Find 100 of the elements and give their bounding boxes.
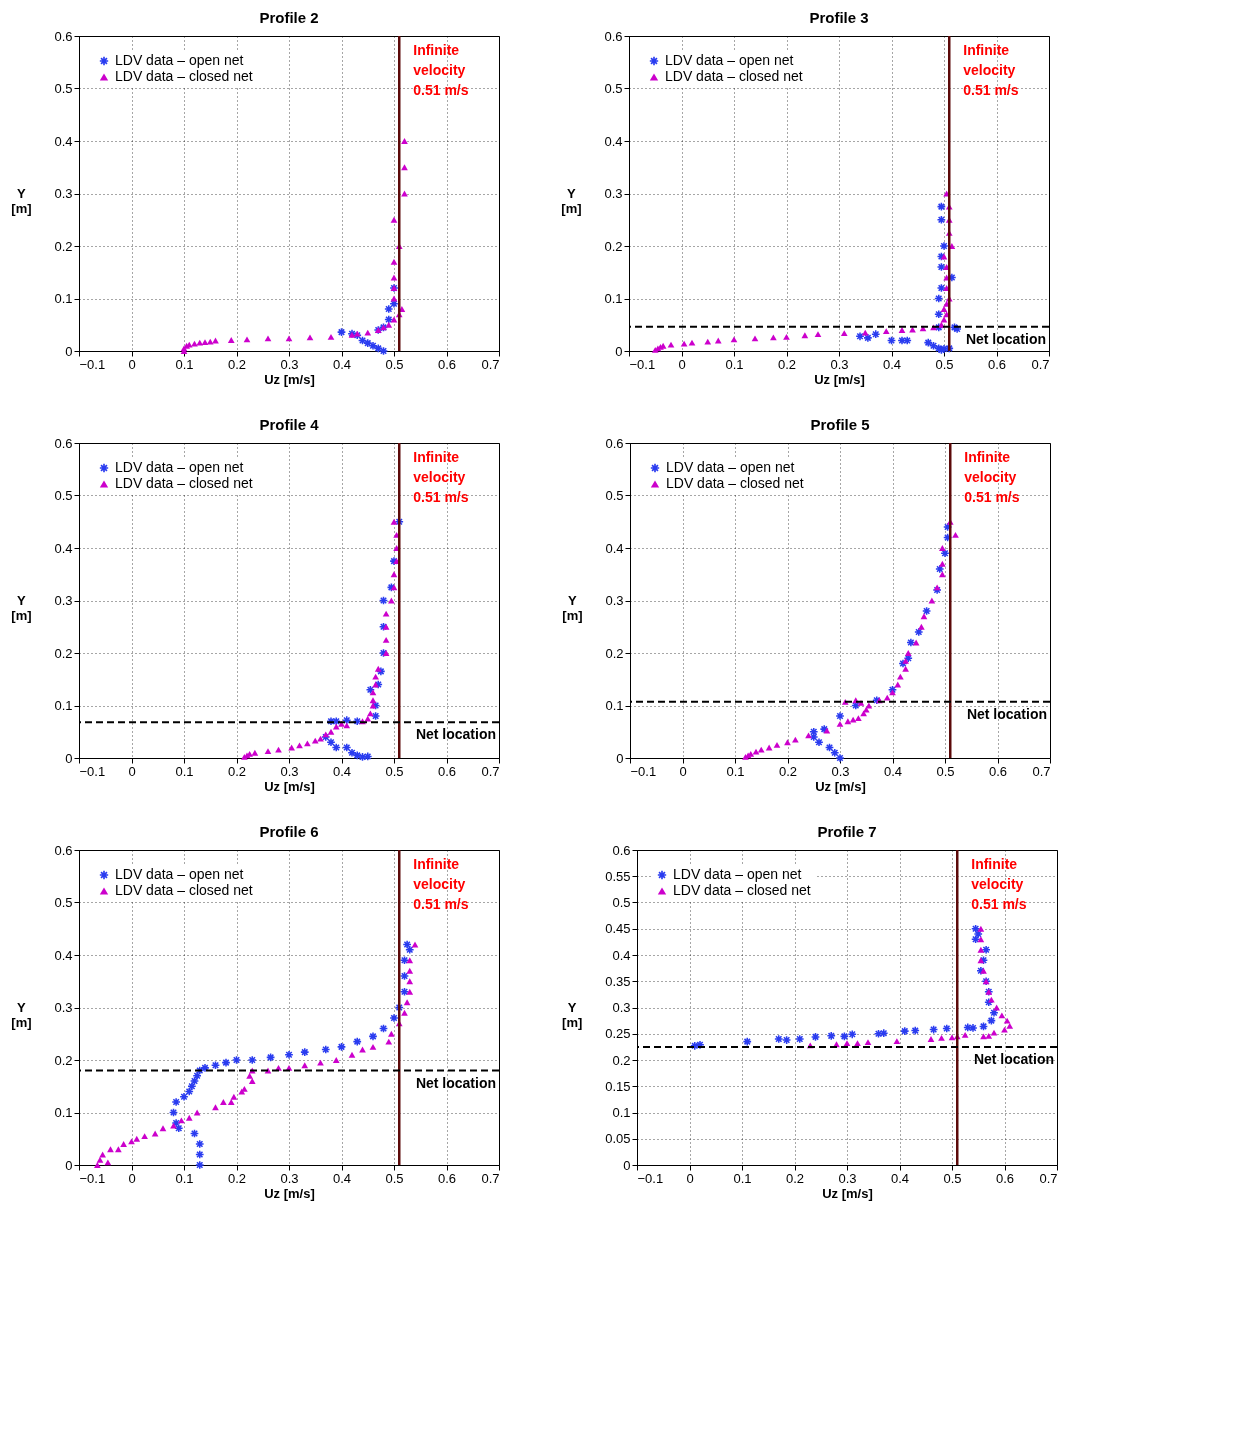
y-tick-label: 0.2 — [605, 645, 624, 661]
x-tick-label: 0.1 — [726, 763, 745, 779]
y-tick-label: 0 — [616, 750, 624, 766]
x-tick-label: 0.1 — [175, 1170, 194, 1186]
y-tick-label: 0.1 — [54, 698, 73, 713]
ref-line-label: Infinite velocity 0.51 m/s — [971, 856, 1027, 912]
y-tick-label: 0.2 — [54, 645, 73, 661]
y-tick-label: 0.5 — [54, 895, 73, 910]
y-tick-label: 0.35 — [605, 973, 631, 989]
x-axis-title: Uz [m/s] — [815, 778, 866, 794]
y-tick-label: 0 — [615, 343, 623, 359]
y-tick-label: 0.6 — [54, 435, 73, 451]
x-tick-label: 0.5 — [936, 763, 955, 779]
x-tick-label: −0.1 — [79, 1170, 106, 1186]
y-tick-label: 0 — [623, 1157, 631, 1173]
y-tick-label: 0 — [65, 750, 73, 766]
y-tick-label: 0.3 — [54, 593, 73, 608]
x-tick-label: 0.1 — [725, 356, 744, 372]
x-tick-label: 0.7 — [1032, 763, 1051, 779]
x-tick-label: 0.1 — [175, 763, 194, 779]
x-axis-title: Uz [m/s] — [822, 1185, 873, 1201]
y-tick-label: 0.3 — [605, 593, 624, 608]
x-tick-label: 0 — [128, 763, 136, 779]
legend-label: LDV data – closed net — [666, 475, 804, 491]
x-tick-label: −0.1 — [79, 763, 106, 779]
y-axis-title: Y [m] — [562, 593, 583, 623]
x-tick-label: 0.7 — [481, 1170, 500, 1186]
y-tick-label: 0.25 — [605, 1026, 631, 1042]
x-tick-label: 0.7 — [1031, 356, 1050, 372]
y-tick-label: 0.4 — [612, 947, 631, 963]
x-axis-title: Uz [m/s] — [814, 371, 865, 387]
legend-label: LDV data – open net — [666, 459, 795, 475]
legend-label: LDV data – open net — [115, 52, 244, 68]
x-tick-label: 0.4 — [882, 356, 902, 372]
y-axis-title: Y [m] — [11, 1000, 32, 1030]
y-tick-label: 0.1 — [54, 291, 73, 306]
x-tick-label: 0.2 — [227, 356, 247, 372]
x-tick-label: 0.6 — [987, 356, 1007, 372]
ref-line-label: Infinite velocity 0.51 m/s — [413, 856, 469, 912]
y-tick-label: 0.1 — [605, 698, 624, 713]
x-tick-label: 0.2 — [227, 763, 247, 779]
y-tick-label: 0.6 — [54, 842, 73, 858]
ref-line-label: Net location — [965, 330, 1046, 347]
x-tick-label: 0.4 — [332, 763, 352, 779]
x-tick-label: 0.4 — [332, 356, 352, 372]
y-tick-label: 0.6 — [605, 435, 624, 451]
x-tick-label: 0.4 — [332, 1170, 352, 1186]
y-tick-label: 0.4 — [54, 540, 73, 556]
ref-line-label: Net location — [415, 726, 496, 743]
x-tick-label: 0.5 — [943, 1170, 962, 1186]
y-tick-label: 0.4 — [604, 133, 623, 149]
y-tick-label: 0 — [65, 1157, 73, 1173]
x-tick-label: 0.3 — [280, 356, 299, 372]
x-tick-label: 0 — [128, 356, 136, 372]
y-axis-title: Y [m] — [11, 186, 32, 216]
chart-title: Profile 5 — [810, 416, 870, 433]
y-tick-label: 0.5 — [54, 488, 73, 503]
x-axis-title: Uz [m/s] — [264, 371, 315, 387]
x-tick-label: 0.4 — [883, 763, 903, 779]
x-tick-label: 0.2 — [778, 763, 798, 779]
y-tick-label: 0.1 — [54, 1105, 73, 1120]
ref-line-label: Net location — [973, 1050, 1054, 1067]
y-tick-label: 0.5 — [604, 81, 623, 96]
y-tick-label: 0.15 — [605, 1078, 631, 1094]
ref-line-label: Infinite velocity 0.51 m/s — [413, 42, 469, 98]
y-tick-label: 0.45 — [605, 921, 631, 937]
x-tick-label: −0.1 — [630, 763, 657, 779]
x-tick-label: 0.3 — [280, 763, 299, 779]
x-tick-label: 0.3 — [280, 1170, 299, 1186]
y-tick-label: 0.6 — [54, 28, 73, 44]
x-tick-label: −0.1 — [637, 1170, 664, 1186]
y-tick-label: 0.55 — [605, 868, 631, 884]
y-tick-label: 0.1 — [612, 1105, 631, 1120]
y-tick-label: 0 — [65, 343, 73, 359]
ref-line-label: Net location — [966, 705, 1047, 722]
x-tick-label: 0.6 — [437, 1170, 457, 1186]
chart-title: Profile 3 — [809, 9, 869, 26]
y-tick-label: 0.4 — [605, 540, 624, 556]
legend-label: LDV data – closed net — [665, 68, 803, 84]
x-tick-label: 0.7 — [481, 763, 500, 779]
y-tick-label: 0.5 — [605, 488, 624, 503]
ref-line-label: Infinite velocity 0.51 m/s — [963, 42, 1019, 98]
x-tick-label: 0.4 — [890, 1170, 910, 1186]
x-tick-label: 0.5 — [385, 356, 404, 372]
ref-line-label: Infinite velocity 0.51 m/s — [413, 449, 469, 505]
x-tick-label: 0 — [679, 763, 687, 779]
y-tick-label: 0.3 — [54, 1000, 73, 1015]
y-axis-title: Y [m] — [562, 1000, 583, 1030]
x-tick-label: 0.2 — [227, 1170, 247, 1186]
y-tick-label: 0.3 — [604, 186, 623, 201]
x-tick-label: 0.2 — [777, 356, 797, 372]
y-tick-label: 0.4 — [54, 947, 73, 963]
x-tick-label: 0.3 — [830, 356, 849, 372]
y-tick-label: 0.2 — [612, 1052, 631, 1068]
legend-label: LDV data – open net — [115, 866, 244, 882]
x-tick-label: 0.6 — [995, 1170, 1015, 1186]
x-tick-label: 0.1 — [733, 1170, 752, 1186]
y-tick-label: 0.5 — [54, 81, 73, 96]
x-tick-label: 0.6 — [988, 763, 1008, 779]
chart-title: Profile 4 — [259, 416, 320, 433]
